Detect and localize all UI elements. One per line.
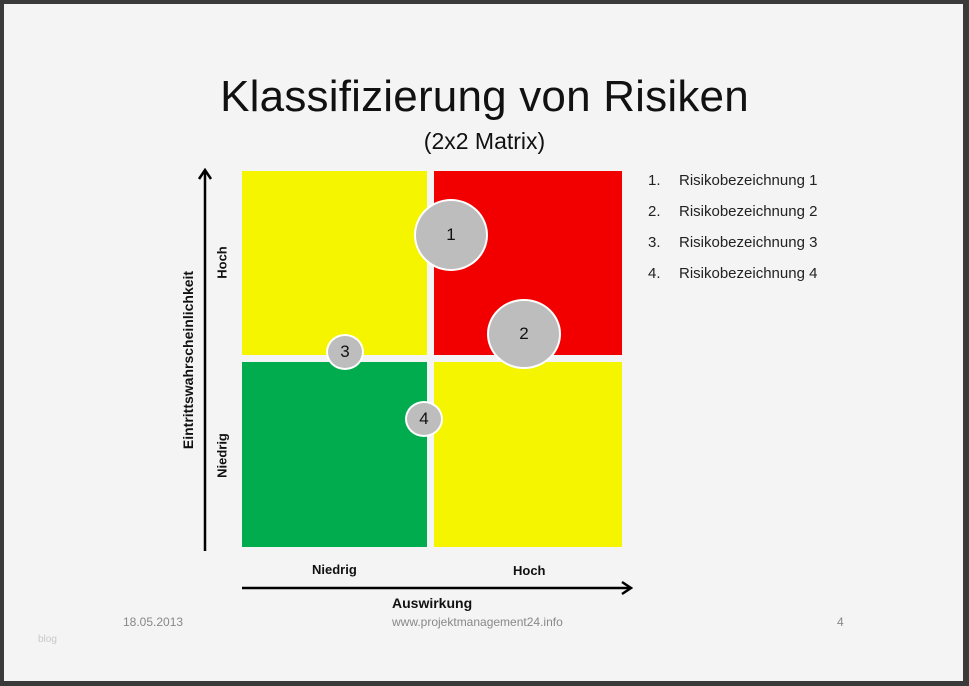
legend-item: 2. Risikobezeichnung 2 — [648, 203, 817, 234]
legend-label: Risikobezeichnung 1 — [679, 172, 818, 189]
risk-bubble-label: 3 — [340, 342, 350, 361]
legend-number: 2. — [648, 203, 661, 220]
risk-bubble-label: 2 — [519, 324, 529, 343]
legend-item: 1. Risikobezeichnung 1 — [648, 172, 817, 203]
footer-date: 18.05.2013 — [123, 615, 184, 629]
quadrant-bottom-right — [434, 362, 622, 547]
y-axis-low-label: Niedrig — [214, 433, 230, 478]
footer-watermark: blog — [38, 634, 57, 645]
y-axis-label: Eintrittswahrscheinlichkeit — [180, 270, 196, 450]
legend-item: 4. Risikobezeichnung 4 — [648, 265, 817, 296]
legend-item: 3. Risikobezeichnung 3 — [648, 234, 817, 265]
slide-title: Klassifizierung von Risiken — [220, 72, 749, 121]
footer-page-number: 4 — [837, 615, 844, 629]
quadrant-top-left — [242, 171, 427, 355]
x-axis-high-label: Hoch — [513, 563, 546, 578]
x-axis-label: Auswirkung — [392, 595, 473, 611]
footer-url: www.projektmanagement24.info — [392, 615, 563, 629]
legend-label: Risikobezeichnung 3 — [679, 234, 818, 251]
risk-bubble-label: 1 — [446, 225, 456, 244]
slide-subtitle: (2x2 Matrix) — [423, 128, 546, 154]
risk-bubble-3: 3 — [326, 334, 364, 370]
x-axis-low-label: Niedrig — [312, 562, 357, 577]
legend-label: Risikobezeichnung 4 — [679, 265, 818, 282]
risk-bubble-4: 4 — [405, 401, 443, 437]
quadrant-bottom-left — [242, 362, 427, 547]
y-axis-high-label: Hoch — [214, 246, 230, 279]
legend-label: Risikobezeichnung 2 — [679, 203, 818, 220]
risk-bubble-2: 2 — [487, 299, 561, 369]
legend-number: 1. — [648, 172, 661, 189]
legend-number: 4. — [648, 265, 661, 282]
y-axis-arrow — [197, 167, 213, 551]
risk-bubble-1: 1 — [414, 199, 488, 271]
x-axis-arrow — [242, 580, 634, 596]
risk-legend: 1. Risikobezeichnung 1 2. Risikobezeichnun… — [648, 172, 817, 296]
risk-bubble-label: 4 — [419, 409, 429, 428]
legend-number: 3. — [648, 234, 661, 251]
